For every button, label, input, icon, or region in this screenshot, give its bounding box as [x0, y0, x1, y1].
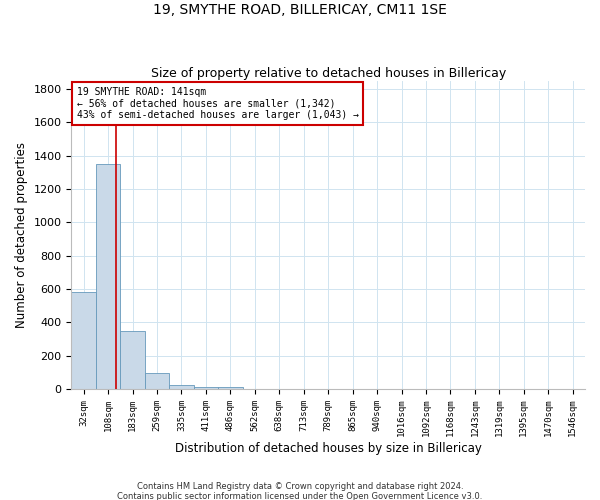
X-axis label: Distribution of detached houses by size in Billericay: Distribution of detached houses by size … — [175, 442, 482, 455]
Bar — [121, 330, 145, 389]
Bar — [96, 164, 121, 389]
Text: Contains HM Land Registry data © Crown copyright and database right 2024.
Contai: Contains HM Land Registry data © Crown c… — [118, 482, 482, 500]
Text: 19 SMYTHE ROAD: 141sqm
← 56% of detached houses are smaller (1,342)
43% of semi-: 19 SMYTHE ROAD: 141sqm ← 56% of detached… — [77, 87, 359, 120]
Bar — [145, 374, 169, 389]
Bar — [194, 386, 218, 389]
Bar — [71, 292, 96, 389]
Title: Size of property relative to detached houses in Billericay: Size of property relative to detached ho… — [151, 66, 506, 80]
Bar — [169, 384, 194, 389]
Bar — [218, 388, 242, 389]
Y-axis label: Number of detached properties: Number of detached properties — [15, 142, 28, 328]
Text: 19, SMYTHE ROAD, BILLERICAY, CM11 1SE: 19, SMYTHE ROAD, BILLERICAY, CM11 1SE — [153, 2, 447, 16]
